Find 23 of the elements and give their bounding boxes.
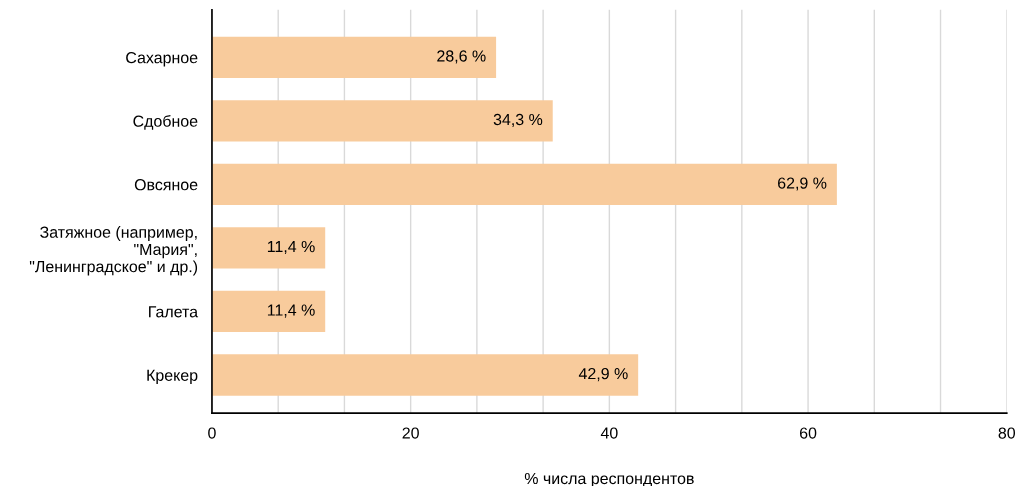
y-tick-label: Сдобное — [133, 114, 198, 130]
data-label: 11,4 % — [267, 240, 315, 255]
data-label: 42,9 % — [578, 367, 628, 382]
y-tick-label: Овсяное — [134, 179, 198, 191]
y-tick-label: Крекер — [147, 369, 198, 385]
data-label: 34,3 % — [493, 113, 543, 128]
x-tick-label: 60 — [800, 427, 817, 439]
x-tick-label: 80 — [998, 427, 1016, 439]
bar — [211, 354, 639, 396]
x-tick-label: 40 — [600, 427, 618, 439]
data-label: 11,4 % — [267, 304, 315, 318]
data-label: 62,9 % — [778, 177, 827, 191]
bar — [211, 163, 837, 206]
y-tick-label: Затяжное (например, "Мария", "Ленинградское" и др.) — [29, 226, 198, 276]
y-tick-label: Галета — [149, 306, 199, 318]
data-label: 28,6 % — [437, 50, 486, 64]
y-tick-label: Сахарное — [126, 52, 198, 67]
x-tick-label: 20 — [402, 427, 419, 439]
bar — [211, 290, 326, 333]
x-tick-label: 0 — [208, 427, 216, 439]
bar — [211, 227, 326, 269]
bar — [211, 100, 553, 142]
bar — [211, 36, 497, 79]
